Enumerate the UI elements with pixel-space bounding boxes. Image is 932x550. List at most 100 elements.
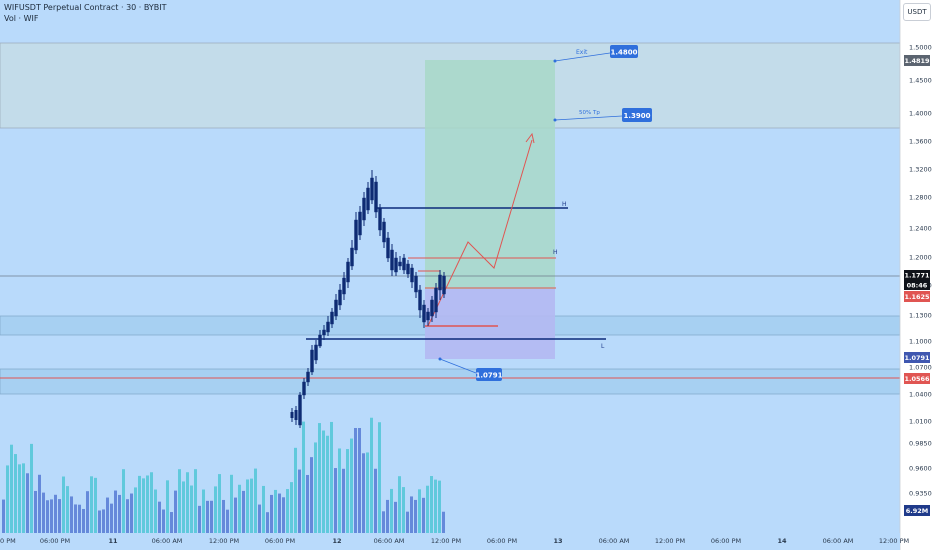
volume-bar xyxy=(138,475,141,533)
candle-body xyxy=(302,381,306,396)
volume-bar xyxy=(326,435,329,533)
volume-bar xyxy=(370,417,373,533)
time-tick-label: 06:00 PM xyxy=(40,537,70,545)
volume-bar xyxy=(102,509,105,533)
candle-body xyxy=(290,412,294,418)
volume-bar xyxy=(162,509,165,533)
exit-connector xyxy=(554,52,611,62)
price-tick-label: 1.1300 xyxy=(909,312,932,320)
volume-bar xyxy=(230,474,233,533)
volume-bar xyxy=(150,472,153,533)
volume-bar xyxy=(258,504,261,533)
stop-badge xyxy=(476,368,502,381)
candle-body xyxy=(410,267,414,283)
volume-bar xyxy=(314,442,317,533)
stop-zone xyxy=(425,289,555,359)
volume-bar xyxy=(6,465,9,533)
symbol-title: WIFUSDT Perpetual Contract · 30 · BYBIT xyxy=(4,3,167,12)
time-tick-label: 06:00 AM xyxy=(823,537,854,545)
volume-bar xyxy=(182,481,185,533)
price-tick-label: 0.9600 xyxy=(909,465,932,473)
high-label-1: H xyxy=(562,201,567,208)
volume-bar xyxy=(382,511,385,533)
volume-bar xyxy=(106,497,109,533)
candle-body xyxy=(402,257,406,271)
time-tick-label: 13 xyxy=(553,537,562,545)
time-tick-label: 11 xyxy=(108,537,118,545)
price-badge-volume-bg xyxy=(904,505,930,516)
volume-bar xyxy=(290,482,293,533)
volume-bar xyxy=(398,476,401,533)
volume-bar xyxy=(322,430,325,533)
volume-bar xyxy=(426,485,429,533)
price-tick-label: 1.2000 xyxy=(909,254,932,262)
price-tick-label: 0.9350 xyxy=(909,490,932,498)
candle-body xyxy=(322,329,326,336)
candle-body xyxy=(374,181,378,213)
time-axis[interactable] xyxy=(0,533,900,550)
volume-bar xyxy=(186,472,189,533)
volume-bar xyxy=(414,499,417,533)
volume-legend: Vol · WIF xyxy=(4,14,39,23)
volume-bar xyxy=(30,443,33,533)
projection-path xyxy=(427,139,533,327)
currency-button[interactable]: USDT xyxy=(903,3,931,21)
volume-bar xyxy=(354,428,357,533)
volume-bar xyxy=(302,421,305,533)
stop-connector xyxy=(439,358,477,374)
candle-body xyxy=(310,349,314,373)
volume-bar xyxy=(130,493,133,533)
volume-bar xyxy=(110,503,113,533)
volume-bar xyxy=(310,457,313,533)
time-tick-label: 12:00 PM xyxy=(209,537,239,545)
tp-value: 1.3900 xyxy=(623,112,650,120)
volume-bar xyxy=(154,489,157,533)
volume-bar xyxy=(434,479,437,533)
candle-body xyxy=(354,219,358,251)
price-tick-label: 0.9850 xyxy=(909,440,932,448)
volume-bar xyxy=(118,494,121,533)
candle-body xyxy=(398,261,402,267)
candle-body xyxy=(430,299,434,317)
candle-body xyxy=(438,274,442,291)
exit-value: 1.4800 xyxy=(610,49,637,57)
volume-bar xyxy=(210,500,213,533)
volume-bar xyxy=(54,494,57,533)
price-badge-volume: 6.92M xyxy=(906,507,929,515)
price-tick-label: 1.0700 xyxy=(909,364,932,372)
volume-bar xyxy=(438,480,441,533)
price-tick-label: 1.4500 xyxy=(909,77,932,85)
volume-bar xyxy=(226,509,229,533)
volume-bar xyxy=(66,486,69,533)
volume-bar xyxy=(166,480,169,533)
volume-bar xyxy=(170,512,173,533)
stop-value: 1.0791 xyxy=(475,372,502,380)
low-label: L xyxy=(601,343,605,350)
volume-bar xyxy=(338,448,341,533)
candle-body xyxy=(362,197,366,221)
volume-bar xyxy=(334,468,337,533)
volume-bar xyxy=(366,452,369,533)
candle-body xyxy=(326,321,330,333)
volume-bar xyxy=(122,469,125,533)
candle-body xyxy=(298,394,302,426)
volume-bar xyxy=(330,421,333,533)
volume-bar xyxy=(266,512,269,533)
target-zone xyxy=(425,60,555,289)
volume-bar xyxy=(394,501,397,533)
candle-body xyxy=(442,275,446,295)
time-tick-label: 06:00 PM xyxy=(265,537,295,545)
tp-anchor-dot xyxy=(553,118,557,122)
volume-bar xyxy=(22,463,25,533)
exit-badge xyxy=(610,45,638,58)
volume-bar xyxy=(34,490,37,533)
volume-bar xyxy=(194,469,197,533)
volume-bar xyxy=(350,438,353,533)
candle-body xyxy=(350,247,354,267)
volume-bar xyxy=(306,474,309,533)
volume-bar xyxy=(262,485,265,533)
volume-bar xyxy=(406,511,409,533)
tp-badge xyxy=(622,108,652,122)
